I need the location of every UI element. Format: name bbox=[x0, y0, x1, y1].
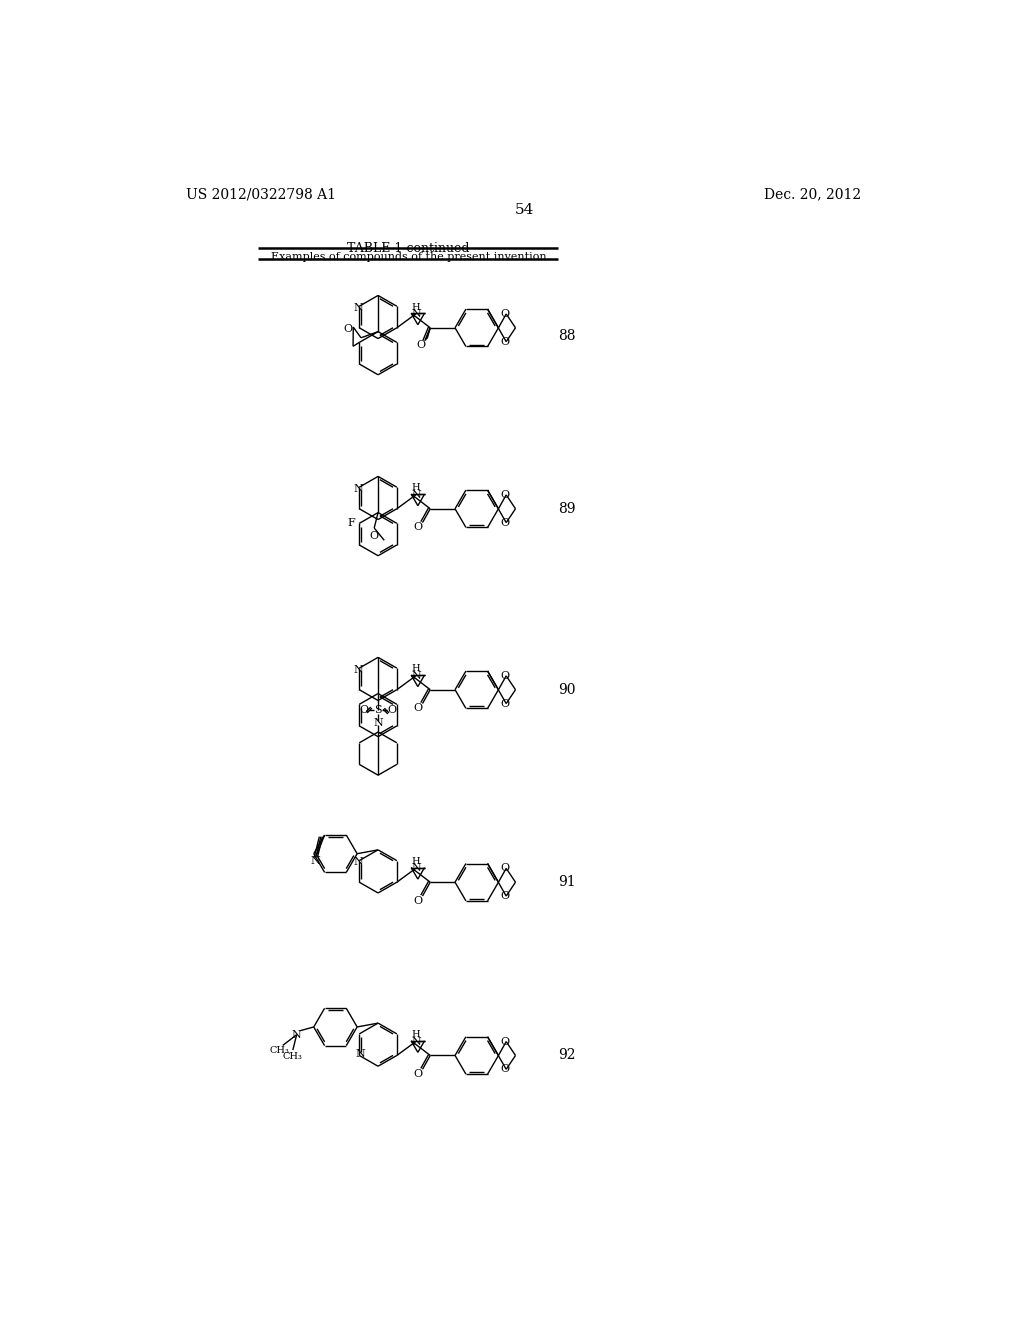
Text: O: O bbox=[501, 671, 510, 681]
Text: 54: 54 bbox=[515, 203, 535, 216]
Text: H: H bbox=[411, 664, 420, 673]
Text: O: O bbox=[343, 323, 352, 334]
Text: O: O bbox=[501, 891, 510, 902]
Text: N: N bbox=[353, 483, 364, 494]
Text: H: H bbox=[411, 302, 420, 312]
Text: N: N bbox=[356, 1049, 366, 1059]
Text: TABLE 1-continued: TABLE 1-continued bbox=[347, 242, 470, 255]
Text: CH₃: CH₃ bbox=[269, 1045, 290, 1055]
Text: N: N bbox=[412, 671, 422, 681]
Text: CH₃: CH₃ bbox=[283, 1052, 303, 1061]
Text: N: N bbox=[353, 302, 364, 313]
Text: N: N bbox=[292, 1030, 301, 1040]
Text: O: O bbox=[414, 704, 423, 713]
Text: N: N bbox=[310, 857, 321, 866]
Text: O: O bbox=[359, 705, 369, 715]
Text: 90: 90 bbox=[558, 682, 575, 697]
Text: O: O bbox=[417, 339, 426, 350]
Text: H: H bbox=[411, 857, 420, 866]
Text: N: N bbox=[353, 857, 364, 867]
Text: O: O bbox=[501, 337, 510, 347]
Text: N: N bbox=[412, 1036, 422, 1047]
Text: 91: 91 bbox=[558, 875, 575, 890]
Text: S: S bbox=[374, 705, 382, 715]
Text: O: O bbox=[414, 1069, 423, 1078]
Text: O: O bbox=[501, 309, 510, 319]
Text: 92: 92 bbox=[558, 1048, 575, 1063]
Text: O: O bbox=[370, 531, 379, 541]
Text: H: H bbox=[411, 1030, 420, 1039]
Text: 89: 89 bbox=[558, 502, 575, 516]
Text: O: O bbox=[414, 896, 423, 906]
Text: N: N bbox=[353, 665, 364, 675]
Text: Examples of compounds of the present invention: Examples of compounds of the present inv… bbox=[270, 252, 547, 263]
Text: O: O bbox=[414, 523, 423, 532]
Text: N: N bbox=[373, 718, 383, 727]
Text: N: N bbox=[412, 863, 422, 874]
Text: O: O bbox=[501, 517, 510, 528]
Text: F: F bbox=[347, 519, 355, 528]
Text: O: O bbox=[501, 1036, 510, 1047]
Text: 88: 88 bbox=[558, 329, 575, 342]
Text: N: N bbox=[412, 309, 422, 319]
Text: US 2012/0322798 A1: US 2012/0322798 A1 bbox=[186, 187, 336, 202]
Text: O: O bbox=[501, 1064, 510, 1074]
Text: H: H bbox=[411, 483, 420, 492]
Text: O: O bbox=[501, 490, 510, 500]
Text: O: O bbox=[387, 705, 396, 715]
Text: O: O bbox=[501, 698, 510, 709]
Text: N: N bbox=[412, 490, 422, 500]
Text: Dec. 20, 2012: Dec. 20, 2012 bbox=[764, 187, 860, 202]
Text: O: O bbox=[501, 863, 510, 874]
